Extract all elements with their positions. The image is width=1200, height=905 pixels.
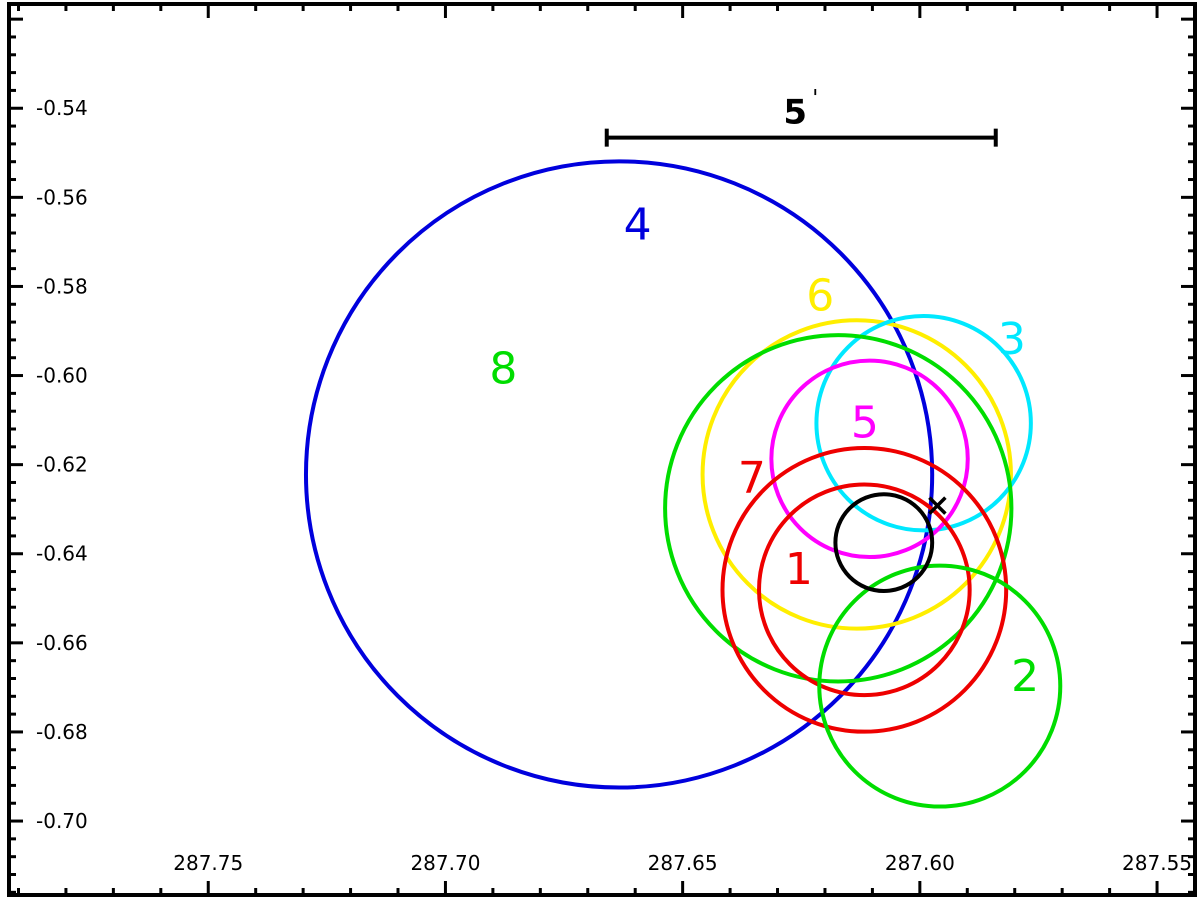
region-circle-8 [663,333,1014,684]
region-label-5: 5 [851,397,879,448]
region-circle-1 [757,482,972,698]
region-circle-4 [303,159,935,790]
x-tick-labels: 287.75 287.70 287.65 287.60 287.55 [173,851,1192,875]
axis-ticks [9,4,1195,895]
region-circle-6 [700,318,1013,631]
region-circle-5 [769,358,970,560]
y-tick-label: -0.56 [36,185,88,209]
y-tick-label: -0.54 [36,96,88,120]
x-tick-label: 287.55 [1122,851,1192,875]
plot-frame [7,2,1197,897]
x-tick-label: 287.75 [173,851,243,875]
region-circle-3 [814,314,1033,533]
region-circles [303,159,1063,809]
region-label-8: 8 [489,344,517,395]
y-tick-label: -0.62 [36,453,88,477]
reference-circle [833,492,935,593]
y-tick-label: -0.64 [36,542,88,566]
region-labels: 4 6 3 8 5 71 2 [489,200,1039,702]
region-label-1: 1 [785,544,813,595]
region-label-7: 7 [738,453,766,504]
cross-marker-stroke [928,496,947,515]
y-tick-label: -0.66 [36,631,88,655]
y-tick-label: -0.60 [36,364,88,388]
markers [928,496,947,515]
y-tick-label: -0.58 [36,274,88,298]
y-tick-label: -0.70 [36,809,88,833]
x-tick-label: 287.70 [410,851,480,875]
y-tick-label: -0.68 [36,720,88,744]
region-label-6: 6 [806,270,834,321]
region-label-3: 3 [998,314,1026,365]
x-tick-label: 287.65 [648,851,718,875]
scale-bar: 5 ' [604,87,998,147]
scale-bar-label: 5 [783,93,807,133]
x-tick-label: 287.60 [885,851,955,875]
scale-bar-prime: ' [812,87,818,112]
y-tick-labels: -0.54 -0.56 -0.58 -0.60 -0.62 -0.64 -0.66 -0.68… [36,96,88,833]
region-circle-2 [817,563,1063,809]
cross-marker [928,496,947,515]
region-circle-7 [720,445,1009,734]
region-label-2: 2 [1011,651,1039,702]
region-label-4: 4 [624,200,652,251]
